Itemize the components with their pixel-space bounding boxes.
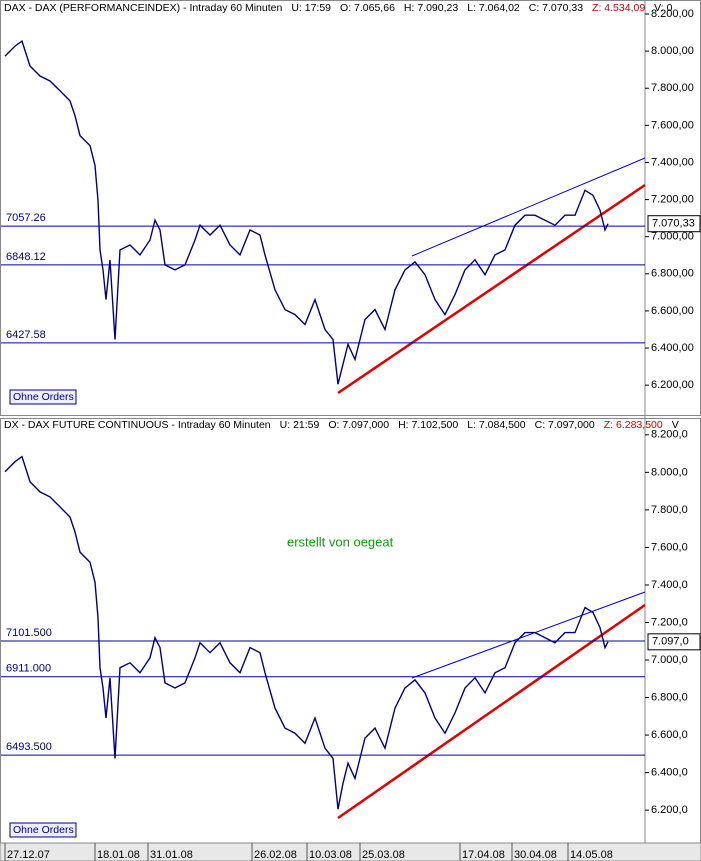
y-tick-label: 7.200,00 xyxy=(651,193,694,205)
header-field: Z: 6.283,500 xyxy=(604,419,663,431)
y-tick-label: 7.400,0 xyxy=(651,579,688,591)
y-tick-label: 7.600,0 xyxy=(651,541,688,553)
annotation: erstellt von oegeat xyxy=(287,534,394,549)
horizontal-line-label: 6911.000 xyxy=(6,663,51,675)
y-tick-label: 6.800,00 xyxy=(651,268,694,280)
header-field: H: 7.102,500 xyxy=(398,419,458,431)
y-tick-label: 8.200,00 xyxy=(651,8,694,20)
y-tick-label: 7.400,00 xyxy=(651,156,694,168)
header-field: O: 7.065,66 xyxy=(340,2,395,14)
header-field: V xyxy=(672,419,679,431)
y-tick-label: 8.000,0 xyxy=(651,466,688,478)
horizontal-line-label: 6493.500 xyxy=(6,741,52,753)
x-tick-label: 27.12.07 xyxy=(7,849,50,861)
y-tick-label: 6.600,00 xyxy=(651,305,694,317)
y-tick-label: 6.600,0 xyxy=(651,729,688,741)
orders-button-label[interactable]: Ohne Orders xyxy=(13,391,74,403)
channel-line xyxy=(411,157,646,257)
header-field: V: 0 xyxy=(654,2,672,14)
header-field: H: 7.090,23 xyxy=(404,2,458,14)
header-field: L: 7.084,500 xyxy=(467,419,526,431)
channel-line xyxy=(411,591,646,679)
x-tick-label: 30.04.08 xyxy=(514,849,557,861)
panel-header: DX - DAX FUTURE CONTINUOUS - Intraday 60… xyxy=(4,419,679,431)
horizontal-line-label: 6848.12 xyxy=(6,251,46,263)
x-tick-label: 14.05.08 xyxy=(570,849,613,861)
x-tick-label: 10.03.08 xyxy=(309,849,352,861)
header-field: U: 21:59 xyxy=(280,419,320,431)
last-price-box xyxy=(647,215,701,233)
header-field: DX - DAX FUTURE CONTINUOUS - Intraday 60… xyxy=(4,419,271,431)
x-tick-label: 18.01.08 xyxy=(97,849,140,861)
y-tick-label: 8.000,00 xyxy=(651,45,694,57)
last-price-box xyxy=(647,633,701,651)
price-line xyxy=(4,455,609,810)
header-field: O: 7.097,000 xyxy=(328,419,389,431)
x-tick-label: 31.01.08 xyxy=(150,849,193,861)
last-price-label: 7.097,0 xyxy=(652,636,689,648)
trend-line xyxy=(337,183,646,395)
y-tick-label: 7.600,00 xyxy=(651,119,694,131)
header-field: DAX - DAX (PERFORMANCEINDEX) - Intraday … xyxy=(4,2,282,14)
panel-header: DAX - DAX (PERFORMANCEINDEX) - Intraday … xyxy=(4,2,673,14)
header-field: U: 17:59 xyxy=(291,2,331,14)
price-line xyxy=(4,39,609,385)
header-field: Z: 4.534,09 xyxy=(592,2,645,14)
header-field: C: 7.070,33 xyxy=(529,2,583,14)
y-tick-label: 6.200,0 xyxy=(651,804,688,816)
y-tick-label: 6.800,0 xyxy=(651,691,688,703)
y-tick-label: 7.800,0 xyxy=(651,504,688,516)
y-tick-label: 6.400,00 xyxy=(651,342,694,354)
horizontal-line-label: 7101.500 xyxy=(6,627,52,639)
y-tick-label: 6.400,0 xyxy=(651,767,688,779)
horizontal-line-label: 7057.26 xyxy=(6,212,46,224)
x-tick-label: 17.04.08 xyxy=(462,849,505,861)
time-axis xyxy=(0,842,701,861)
header-field: L: 7.064,02 xyxy=(467,2,520,14)
horizontal-line-label: 6427.58 xyxy=(6,329,46,341)
y-tick-label: 6.200,00 xyxy=(651,379,694,391)
x-tick-label: 25.03.08 xyxy=(362,849,405,861)
y-tick-label: 8.200,0 xyxy=(651,429,688,441)
orders-button-label[interactable]: Ohne Orders xyxy=(13,824,74,836)
y-tick-label: 7.000,0 xyxy=(651,654,688,666)
orders-button[interactable] xyxy=(9,822,77,838)
y-tick-label: 7.200,0 xyxy=(651,616,688,628)
x-tick-label: 26.02.08 xyxy=(254,849,297,861)
last-price-label: 7.070,33 xyxy=(652,218,695,230)
y-tick-label: 7.800,00 xyxy=(651,82,694,94)
header-field: C: 7.097,000 xyxy=(535,419,595,431)
y-tick-label: 7.000,00 xyxy=(651,231,694,243)
orders-button[interactable] xyxy=(9,389,77,405)
